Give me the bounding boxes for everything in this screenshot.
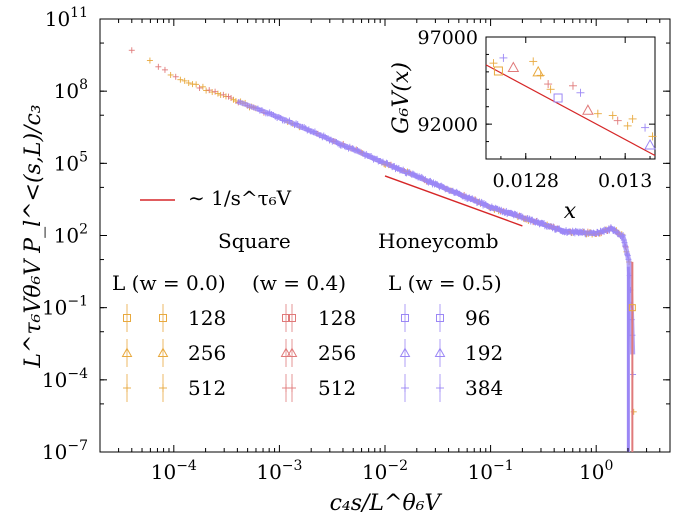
y-tick-label: 10−4 <box>42 366 88 392</box>
inset-x-tick-label: 0.0128 <box>493 170 559 192</box>
y-tick-label: 105 <box>54 149 88 175</box>
legend-triangle-marker <box>434 347 446 357</box>
legend-square-marker <box>123 314 131 322</box>
collapse-dense-band <box>236 98 636 355</box>
inset-data-points <box>489 53 657 150</box>
legend-triangle-marker <box>157 347 169 357</box>
inset-y-ticks: 92000 97000 <box>418 27 655 143</box>
legend-series-label: 128 <box>318 306 356 330</box>
collapse-cutoff-marker <box>628 304 636 312</box>
legend: ∼ 1/s^τ₆V Square Honeycomb L (w = 0.0) (… <box>112 186 503 402</box>
legend-series-label: 192 <box>465 341 503 365</box>
y-axis-ticks: 10−7 10−4 10−1 102 105 108 1011 <box>42 5 670 464</box>
main-plot-area: 10−4 10−3 10−2 10−1 100 10−710−410−110210510… <box>42 5 671 484</box>
x-axis-ticks: 10−4 10−3 10−2 10−1 100 <box>99 19 671 484</box>
legend-guide-label: ∼ 1/s^τ₆V <box>188 186 292 210</box>
inset-plot: 0.0128 0.013 92000 97000 x G₆V(x) <box>389 27 657 224</box>
legend-series-label: 256 <box>188 341 226 365</box>
inset-y-tick-label: 97000 <box>418 27 478 49</box>
legend-series-label: 256 <box>318 341 356 365</box>
x-axis-label-text: c₄s/L^θ₆V <box>330 491 443 516</box>
legend-triangle-marker <box>399 347 411 357</box>
inset-x-tick-label: 0.013 <box>598 170 652 192</box>
y-tick-label: 10−7 <box>42 438 88 464</box>
x-tick-label: 10−3 <box>256 458 302 484</box>
x-tick-label: 10−4 <box>151 458 197 484</box>
y-tick-label: 10−1 <box>42 294 88 320</box>
legend-square-marker <box>436 314 444 322</box>
inset-y-label: G₆V(x) <box>389 62 414 134</box>
x-axis-label: c₄s/L^θ₆V <box>330 491 443 516</box>
x-tick-label: 10−2 <box>362 458 408 484</box>
legend-triangle-marker <box>286 347 298 357</box>
inset-x-ticks: 0.0128 0.013 <box>493 37 652 192</box>
legend-series-label: 512 <box>318 376 356 400</box>
y-tick-label: 1011 <box>45 5 88 31</box>
inset-square-point <box>553 93 563 103</box>
inset-square-point <box>493 66 503 76</box>
legend-col-header-w00: L (w = 0.0) <box>112 271 226 295</box>
legend-square-marker <box>282 314 290 322</box>
legend-square-marker <box>288 314 296 322</box>
inset-triangle-point <box>582 104 594 115</box>
inset-fit-line <box>485 64 656 157</box>
legend-col-header-w04: (w = 0.4) <box>252 271 346 295</box>
data-collapse-band <box>128 47 637 452</box>
y-tick-label: 108 <box>54 77 88 103</box>
legend-square-title: Square <box>218 229 291 253</box>
y-tick-label: 102 <box>54 222 88 248</box>
legend-triangle-marker <box>280 347 292 357</box>
power-law-guide-line <box>384 175 523 227</box>
legend-square-marker <box>401 314 409 322</box>
legend-series-label: 384 <box>465 376 503 400</box>
y-axis-label: L^τ₆Vθ₆V P_l^<(s,L)/c₃ <box>21 104 46 368</box>
inset-x-label: x <box>564 199 577 224</box>
inset-triangle-point <box>644 139 656 150</box>
legend-series-label: 128 <box>188 306 226 330</box>
x-tick-label: 10−1 <box>468 458 514 484</box>
x-tick-label: 100 <box>579 458 613 484</box>
inset-frame <box>485 36 656 160</box>
legend-entries: 128 256 512 128 256 512 96 192 384 <box>121 304 503 402</box>
legend-honeycomb-title: Honeycomb <box>378 229 499 253</box>
legend-square-marker <box>159 314 167 322</box>
legend-series-label: 96 <box>465 306 490 330</box>
inset-triangle-point <box>507 61 520 72</box>
legend-col-header-w05: L (w = 0.5) <box>388 271 502 295</box>
legend-series-label: 512 <box>188 376 226 400</box>
legend-triangle-marker <box>121 347 133 357</box>
inset-y-tick-label: 92000 <box>418 114 478 136</box>
y-axis-label-text: L^τ₆Vθ₆V P_l^<(s,L)/c₃ <box>21 104 46 368</box>
